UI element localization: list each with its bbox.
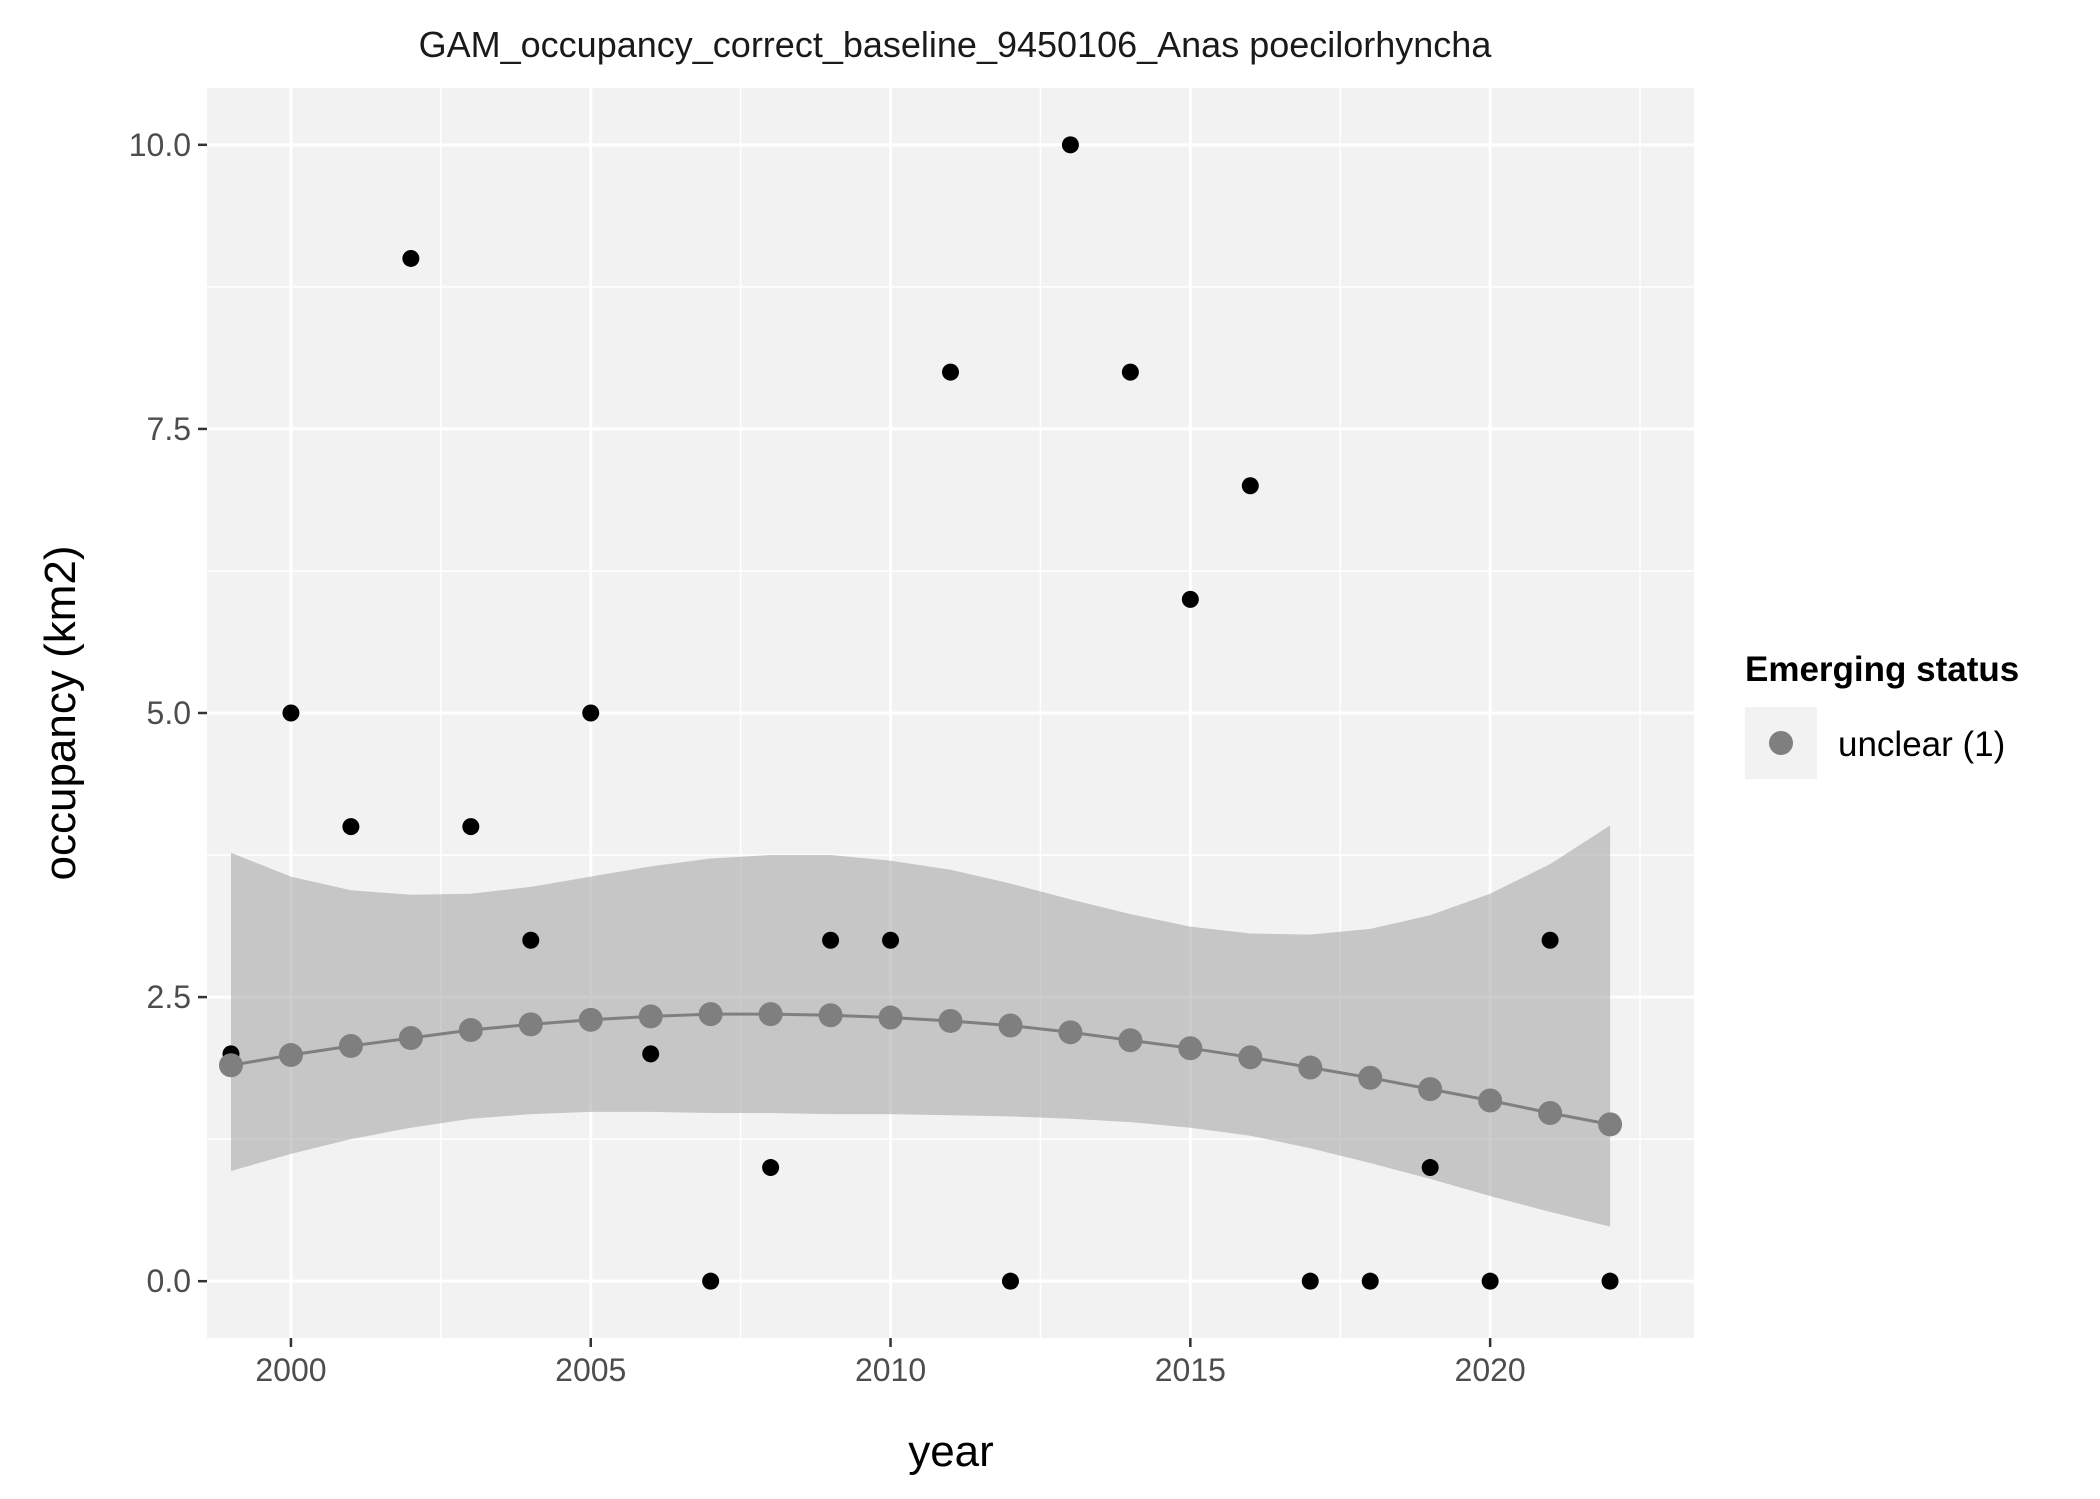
x-tick-label: 2020	[1455, 1352, 1526, 1388]
observed-point	[1181, 590, 1199, 608]
fitted-point	[1598, 1112, 1623, 1137]
fitted-point	[1358, 1065, 1383, 1090]
fitted-point	[458, 1018, 483, 1043]
observed-point	[1601, 1272, 1619, 1290]
fitted-point	[638, 1004, 663, 1029]
observed-point	[822, 931, 840, 949]
fitted-point	[758, 1002, 783, 1027]
observed-point	[1301, 1272, 1319, 1290]
y-tick-label: 7.5	[147, 411, 191, 447]
observed-point	[642, 1045, 660, 1063]
fitted-point	[218, 1053, 243, 1078]
observed-point	[582, 704, 600, 722]
x-tick-label: 2005	[555, 1352, 626, 1388]
fitted-point	[1538, 1101, 1563, 1125]
fitted-point	[578, 1007, 603, 1032]
fitted-point	[278, 1043, 303, 1068]
confidence-band	[231, 825, 1611, 1227]
y-tick-label: 2.5	[147, 979, 191, 1015]
confidence-band-layer	[231, 825, 1611, 1227]
fitted-point	[518, 1012, 543, 1037]
legend-label: unclear (1)	[1838, 725, 2005, 764]
x-tick-label: 2010	[855, 1352, 926, 1388]
axes: 2000 2005 2010 2015 2020 0.0 2.5 5.0 7.5 10.0	[129, 127, 1526, 1388]
y-axis-title: occupancy (km2)	[36, 545, 85, 880]
y-tick-label: 10.0	[129, 127, 191, 163]
fitted-point	[1178, 1036, 1203, 1061]
fitted-point	[938, 1008, 963, 1033]
x-tick-label: 2015	[1155, 1352, 1226, 1388]
y-tick-label: 5.0	[147, 695, 191, 731]
fitted-point	[818, 1003, 843, 1028]
observed-point	[762, 1159, 780, 1177]
fitted-point	[1118, 1028, 1143, 1053]
fitted-trend	[218, 1002, 1623, 1137]
observed-point	[1481, 1272, 1499, 1290]
observed-point	[1061, 136, 1079, 154]
observed-point	[342, 818, 360, 836]
x-axis-title: year	[908, 1427, 994, 1476]
fitted-point	[698, 1002, 723, 1027]
observed-point	[462, 818, 480, 836]
observed-point	[1001, 1272, 1019, 1290]
fitted-point	[878, 1005, 903, 1030]
observed-point	[1241, 477, 1259, 495]
observed-point	[702, 1272, 720, 1290]
x-tick-label: 2000	[255, 1352, 326, 1388]
fitted-point	[338, 1033, 363, 1058]
observed-point	[942, 363, 959, 381]
legend: Emerging status unclear (1)	[1745, 650, 2019, 779]
observed-point	[1121, 363, 1139, 381]
chart-title: GAM_occupancy_correct_baseline_9450106_A…	[419, 24, 1493, 65]
fitted-point	[1418, 1077, 1443, 1102]
observed-point	[882, 931, 900, 949]
y-tick-label: 0.0	[147, 1263, 191, 1299]
observed-point	[1361, 1272, 1379, 1290]
fitted-point	[1238, 1045, 1263, 1070]
fitted-point	[1298, 1055, 1323, 1080]
fitted-point	[998, 1013, 1023, 1038]
observed-point	[282, 704, 300, 722]
legend-key-dot	[1769, 731, 1793, 755]
observed-point	[402, 249, 420, 267]
observed-point	[1421, 1159, 1439, 1177]
observed-point	[522, 931, 540, 949]
fitted-point	[1478, 1088, 1503, 1113]
observed-point	[1541, 931, 1559, 949]
fitted-point	[398, 1026, 423, 1050]
legend-title: Emerging status	[1745, 650, 2019, 689]
fitted-point	[1058, 1020, 1083, 1045]
